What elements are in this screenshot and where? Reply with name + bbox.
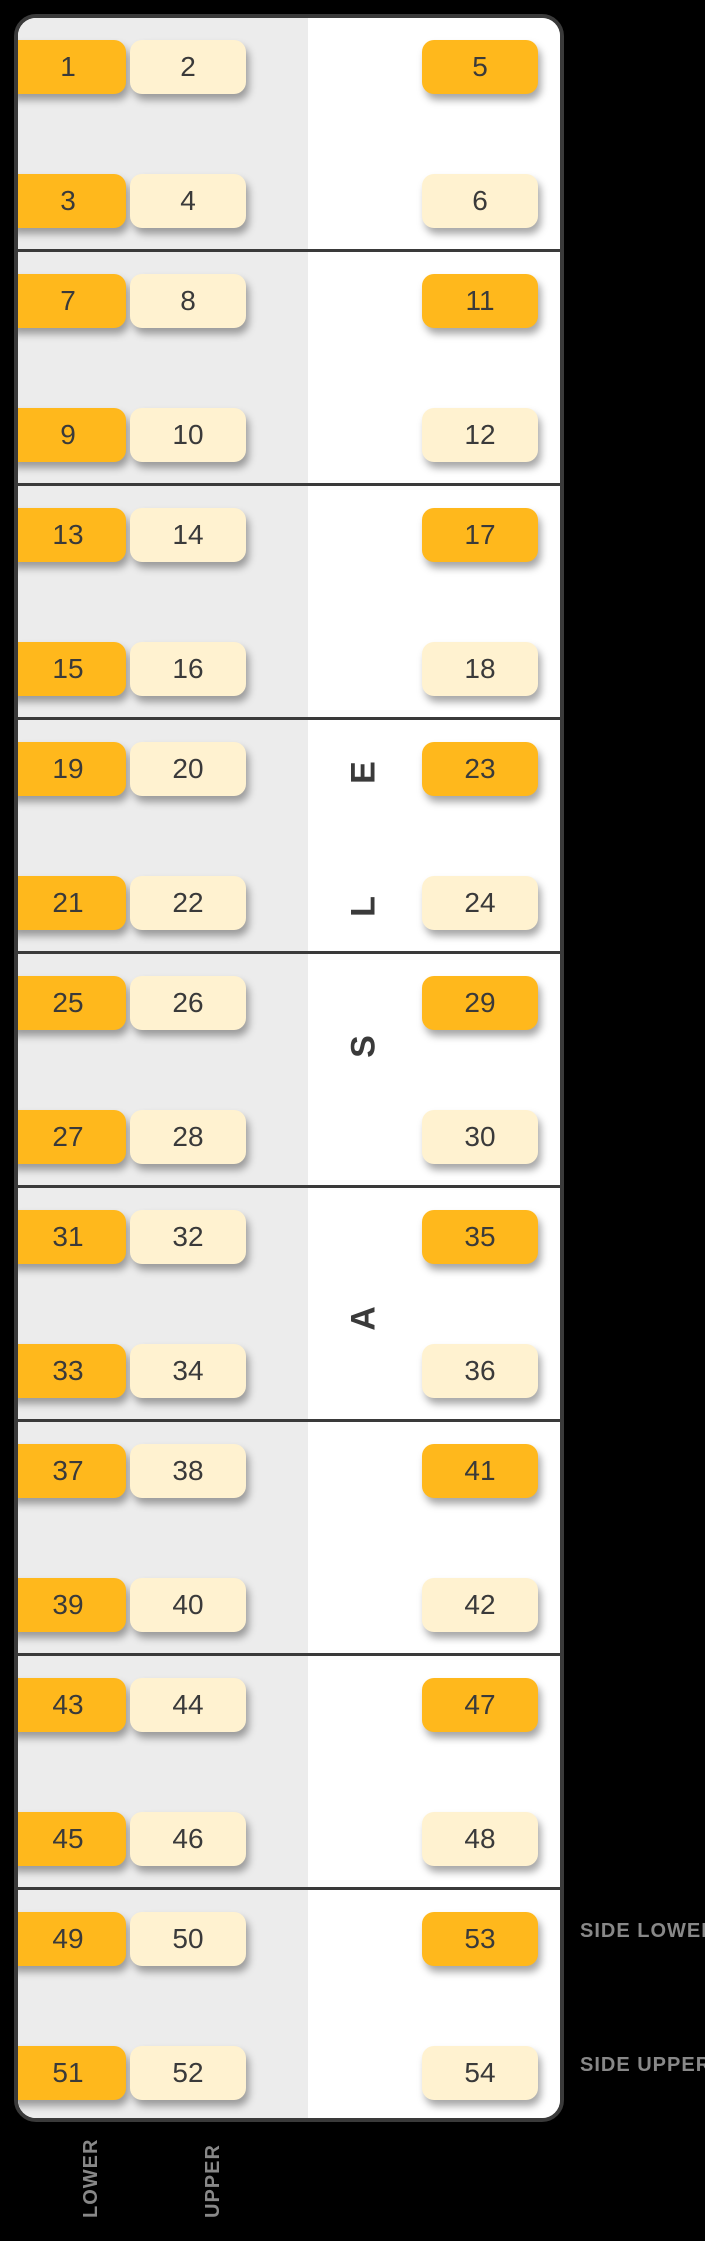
seat-7[interactable]: 7 — [14, 274, 126, 328]
seat-2[interactable]: 2 — [130, 40, 246, 94]
seat-34[interactable]: 34 — [130, 1344, 246, 1398]
seat-40[interactable]: 40 — [130, 1578, 246, 1632]
seat-24[interactable]: 24 — [422, 876, 538, 930]
compartment: 131417151618 — [18, 486, 560, 720]
compartment: 434447454648 — [18, 1656, 560, 1890]
aisle-letter: S — [345, 990, 384, 1102]
seat-14[interactable]: 14 — [130, 508, 246, 562]
seat-51[interactable]: 51 — [14, 2046, 126, 2100]
seat-46[interactable]: 46 — [130, 1812, 246, 1866]
side-upper-label: SIDE UPPER — [580, 2054, 705, 2077]
seat-19[interactable]: 19 — [14, 742, 126, 796]
seat-47[interactable]: 47 — [422, 1678, 538, 1732]
seat-54[interactable]: 54 — [422, 2046, 538, 2100]
coach-outline: 125346781191012131417151618192023212224E… — [14, 14, 564, 2122]
seat-5[interactable]: 5 — [422, 40, 538, 94]
compartment: 252629272830S — [18, 954, 560, 1188]
seat-10[interactable]: 10 — [130, 408, 246, 462]
seat-23[interactable]: 23 — [422, 742, 538, 796]
seat-3[interactable]: 3 — [14, 174, 126, 228]
seat-38[interactable]: 38 — [130, 1444, 246, 1498]
aisle-letter: E — [345, 716, 384, 828]
compartment: 125346 — [18, 18, 560, 252]
seat-15[interactable]: 15 — [14, 642, 126, 696]
seat-49[interactable]: 49 — [14, 1912, 126, 1966]
seat-11[interactable]: 11 — [422, 274, 538, 328]
compartment: 313235333436A — [18, 1188, 560, 1422]
seat-18[interactable]: 18 — [422, 642, 538, 696]
seat-12[interactable]: 12 — [422, 408, 538, 462]
seat-39[interactable]: 39 — [14, 1578, 126, 1632]
seat-9[interactable]: 9 — [14, 408, 126, 462]
seat-32[interactable]: 32 — [130, 1210, 246, 1264]
side-lower-label: SIDE LOWER — [580, 1920, 705, 1943]
seat-20[interactable]: 20 — [130, 742, 246, 796]
upper-column-label: UPPER — [202, 2144, 225, 2218]
seat-13[interactable]: 13 — [14, 508, 126, 562]
seat-25[interactable]: 25 — [14, 976, 126, 1030]
seat-26[interactable]: 26 — [130, 976, 246, 1030]
seat-27[interactable]: 27 — [14, 1110, 126, 1164]
compartment: 373841394042 — [18, 1422, 560, 1656]
seat-52[interactable]: 52 — [130, 2046, 246, 2100]
seat-8[interactable]: 8 — [130, 274, 246, 328]
aisle-letter: A — [345, 1262, 384, 1374]
seat-16[interactable]: 16 — [130, 642, 246, 696]
seat-30[interactable]: 30 — [422, 1110, 538, 1164]
seat-17[interactable]: 17 — [422, 508, 538, 562]
seat-4[interactable]: 4 — [130, 174, 246, 228]
aisle-letter: L — [345, 850, 384, 962]
seat-21[interactable]: 21 — [14, 876, 126, 930]
seat-29[interactable]: 29 — [422, 976, 538, 1030]
seat-37[interactable]: 37 — [14, 1444, 126, 1498]
seat-41[interactable]: 41 — [422, 1444, 538, 1498]
seat-50[interactable]: 50 — [130, 1912, 246, 1966]
lower-column-label: LOWER — [80, 2139, 103, 2218]
compartment: 495053515254 — [18, 1890, 560, 2122]
seat-6[interactable]: 6 — [422, 174, 538, 228]
seat-43[interactable]: 43 — [14, 1678, 126, 1732]
seat-28[interactable]: 28 — [130, 1110, 246, 1164]
seat-22[interactable]: 22 — [130, 876, 246, 930]
seat-35[interactable]: 35 — [422, 1210, 538, 1264]
seat-48[interactable]: 48 — [422, 1812, 538, 1866]
compartment: 192023212224EL — [18, 720, 560, 954]
seat-53[interactable]: 53 — [422, 1912, 538, 1966]
seat-36[interactable]: 36 — [422, 1344, 538, 1398]
seat-31[interactable]: 31 — [14, 1210, 126, 1264]
seat-map-canvas: 125346781191012131417151618192023212224E… — [0, 0, 705, 2241]
seat-42[interactable]: 42 — [422, 1578, 538, 1632]
compartment: 781191012 — [18, 252, 560, 486]
seat-44[interactable]: 44 — [130, 1678, 246, 1732]
seat-45[interactable]: 45 — [14, 1812, 126, 1866]
seat-33[interactable]: 33 — [14, 1344, 126, 1398]
seat-1[interactable]: 1 — [14, 40, 126, 94]
